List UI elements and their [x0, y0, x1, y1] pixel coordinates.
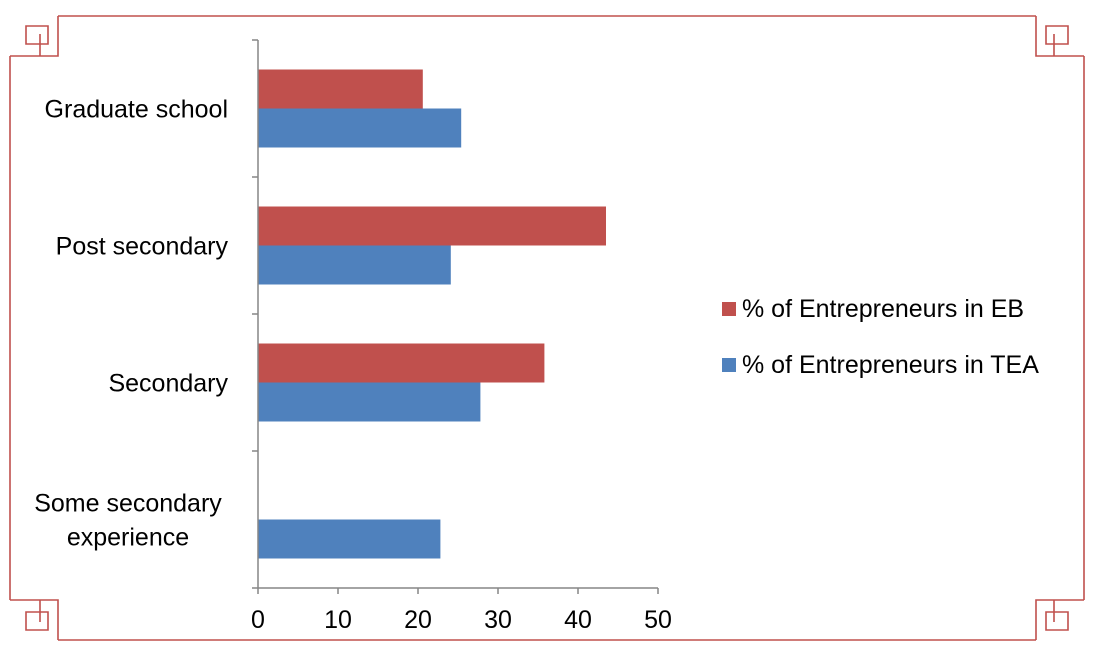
x-tick-label: 30: [484, 606, 512, 634]
x-tick-label: 10: [324, 606, 352, 634]
frame-corner-bottom-left: [10, 599, 59, 640]
frame-corner-top-left: [10, 16, 59, 57]
category-label: Graduate school: [45, 96, 228, 124]
bar-eb-1: [258, 206, 606, 246]
bar-eb-0: [258, 69, 423, 109]
x-tick-label: 40: [564, 606, 592, 634]
legend-label-eb: % of Entrepreneurs in EB: [742, 295, 1024, 323]
legend: % of Entrepreneurs in EB % of Entrepreneu…: [722, 295, 1039, 379]
category-label: Post secondary: [56, 233, 229, 261]
bar-tea-3: [258, 519, 441, 559]
decorative-frame: [9, 15, 1085, 641]
legend-swatch-eb: [722, 302, 736, 316]
bar-tea-0: [258, 108, 462, 148]
category-label: Secondary: [108, 370, 228, 398]
x-tick-label: 0: [251, 606, 265, 634]
legend-label-tea: % of Entrepreneurs in TEA: [742, 351, 1039, 379]
labels-group: 0 10 20 30 40 50 Graduate school Post secondary…: [34, 96, 672, 635]
category-label: experience: [67, 524, 189, 552]
legend-swatch-tea: [722, 358, 736, 372]
bar-tea-2: [258, 382, 481, 422]
x-tick-label: 20: [404, 606, 432, 634]
frame-corner-top-right: [1035, 16, 1084, 57]
x-tick-label: 50: [644, 606, 672, 634]
bar-tea-1: [258, 245, 451, 285]
bars-group: [258, 69, 606, 559]
frame-corner-bottom-right: [1035, 599, 1084, 640]
bar-eb-2: [258, 343, 545, 383]
axes-group: [252, 39, 659, 594]
category-label: Some secondary: [34, 490, 222, 518]
